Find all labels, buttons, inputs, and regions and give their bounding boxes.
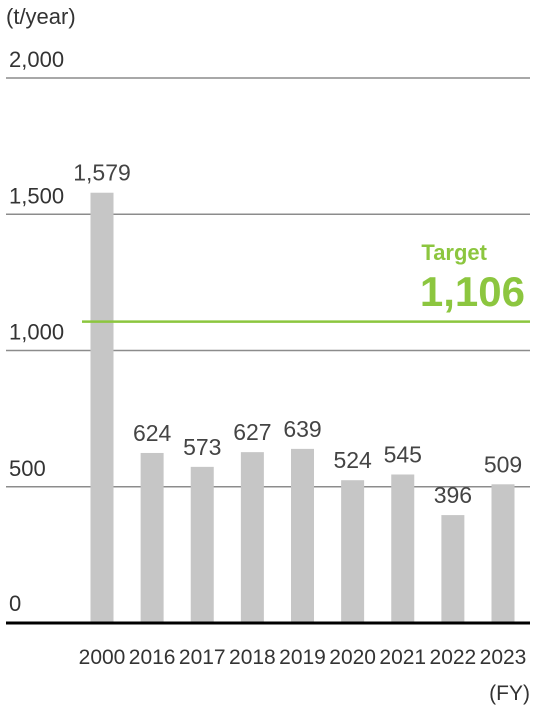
data-label-2000: 1,579 [73, 160, 131, 186]
data-labels: 1,579 624 573 627 639 524 545 396 509 [73, 160, 522, 508]
x-tick-label-2021: 2021 [379, 646, 426, 669]
data-label-2017: 573 [183, 434, 221, 460]
bar-2017 [190, 466, 214, 623]
x-tick-label-2017: 2017 [179, 646, 226, 669]
x-tick-label-2019: 2019 [279, 646, 326, 669]
bar-2019 [291, 448, 314, 623]
data-label-2021: 545 [384, 441, 422, 467]
bar-2023 [491, 484, 515, 623]
bar-2000 [90, 192, 114, 623]
y-axis-ticks: 0 500 1,000 1,500 2,000 [9, 47, 64, 616]
x-tick-label-2022: 2022 [430, 646, 477, 669]
bar-2022 [441, 515, 465, 623]
bar-2020 [341, 480, 365, 623]
y-tick-label-0: 0 [9, 591, 21, 616]
x-tick-label-2018: 2018 [229, 646, 276, 669]
x-tick-label-2000: 2000 [79, 646, 126, 669]
x-tick-label-2020: 2020 [329, 646, 376, 669]
x-tick-label-2023: 2023 [480, 646, 527, 669]
data-label-2020: 524 [333, 447, 372, 473]
y-tick-label-2000: 2,000 [9, 47, 64, 72]
data-label-2019: 639 [283, 416, 321, 442]
target-value: 1,106 [420, 268, 525, 315]
x-tick-label-2016: 2016 [129, 646, 176, 669]
x-axis-unit-label: (FY) [489, 682, 530, 705]
y-tick-label-500: 500 [9, 456, 46, 481]
data-label-2018: 627 [233, 419, 271, 445]
y-tick-label-1500: 1,500 [9, 183, 64, 208]
bar-2021 [391, 474, 415, 623]
bar-2016 [140, 452, 164, 623]
y-axis-unit-label: (t/year) [6, 4, 76, 29]
x-axis-ticks: 2000 2016 2017 2018 2019 2020 2021 2022 2023 [79, 646, 527, 669]
y-tick-label-1000: 1,000 [9, 320, 64, 345]
bar-2018 [240, 452, 264, 623]
bars [90, 192, 515, 623]
data-label-2016: 624 [133, 420, 172, 446]
data-label-2022: 396 [434, 482, 472, 508]
target-label: Target [421, 240, 487, 265]
data-label-2023: 509 [484, 451, 522, 477]
